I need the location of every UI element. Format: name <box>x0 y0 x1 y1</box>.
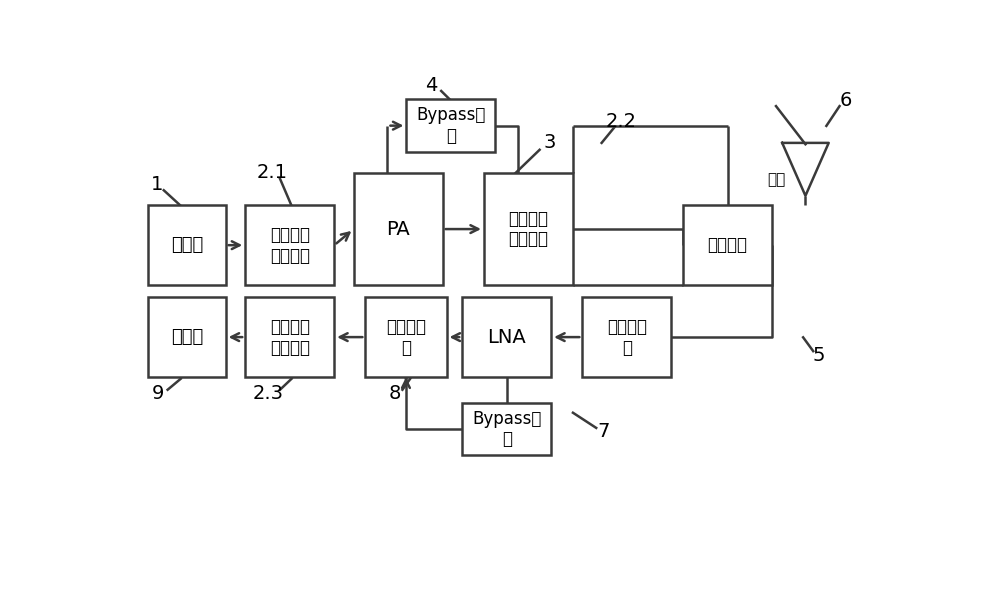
Text: PA: PA <box>386 220 410 239</box>
Bar <box>245 297 334 377</box>
Bar <box>462 297 551 377</box>
Text: 第二阻抗
匹配模块: 第二阻抗 匹配模块 <box>508 210 548 248</box>
Text: 接收机: 接收机 <box>171 328 203 346</box>
Text: 7: 7 <box>598 421 610 441</box>
Bar <box>245 205 334 285</box>
Bar <box>462 402 551 456</box>
Text: Bypass回
路: Bypass回 路 <box>472 410 541 448</box>
Text: LNA: LNA <box>487 328 526 347</box>
Text: 第三阻抗
匹配模块: 第三阻抗 匹配模块 <box>270 318 310 356</box>
Text: 9: 9 <box>151 384 164 403</box>
Text: 射频限幅
器: 射频限幅 器 <box>607 318 647 356</box>
Text: 射频限幅
器: 射频限幅 器 <box>386 318 426 356</box>
Text: 2.3: 2.3 <box>253 384 284 403</box>
Bar <box>148 297 226 377</box>
Bar <box>484 173 573 285</box>
Bar <box>406 99 495 152</box>
Bar <box>683 205 772 285</box>
Text: 射频开关: 射频开关 <box>708 236 748 254</box>
Text: 3: 3 <box>544 133 556 152</box>
Text: 第一阻抗
匹配模块: 第一阻抗 匹配模块 <box>270 226 310 264</box>
Text: 4: 4 <box>425 76 437 95</box>
Text: 2.1: 2.1 <box>257 163 288 182</box>
Text: 发射机: 发射机 <box>171 236 203 254</box>
Text: 6: 6 <box>840 91 852 110</box>
Bar <box>354 173 443 285</box>
Bar <box>582 297 671 377</box>
Text: 2.2: 2.2 <box>606 112 637 131</box>
Text: 天线: 天线 <box>767 172 785 187</box>
Text: 8: 8 <box>389 384 401 403</box>
Bar <box>148 205 226 285</box>
Text: 1: 1 <box>151 175 164 194</box>
Bar <box>365 297 447 377</box>
Text: Bypass回
路: Bypass回 路 <box>416 106 486 145</box>
Text: 5: 5 <box>812 346 825 365</box>
